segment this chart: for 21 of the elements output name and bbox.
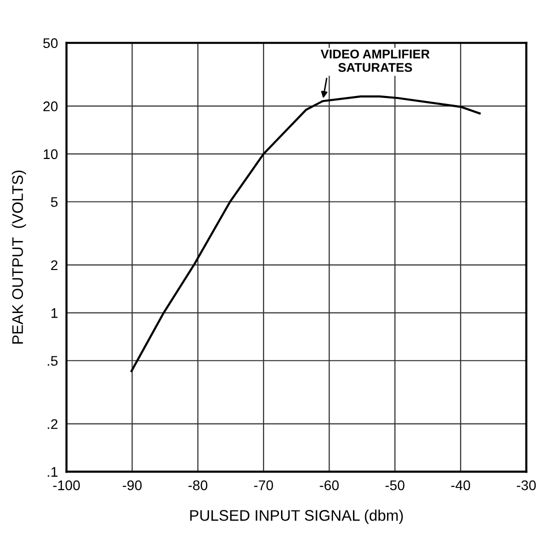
x-tick-label: -40 [451, 480, 470, 490]
y-tick-label: .5 [48, 356, 58, 366]
y-axis-title: PEAK OUTPUT (VOLTS) [12, 170, 26, 344]
y-tick-label: .2 [48, 419, 58, 429]
x-tick-label: -80 [188, 480, 208, 490]
x-tick-label: -70 [254, 480, 274, 490]
x-axis-title: PULSED INPUT SIGNAL (dbm) [190, 510, 403, 524]
line-series [130, 95, 481, 372]
y-tick-label: 20 [43, 101, 58, 112]
y-tick-label: 5 [50, 197, 58, 207]
x-tick-label: -30 [516, 480, 536, 490]
annotation: VIDEO AMPLIFIER SATURATES [320, 50, 430, 72]
x-tick-label: -50 [386, 480, 404, 490]
y-tick-label: .1 [48, 467, 58, 477]
y-tick-label: 10 [44, 149, 58, 160]
y-tick-label: 1 [51, 308, 58, 318]
y-tick-label: 2 [51, 260, 58, 270]
x-tick-label: -90 [122, 480, 142, 490]
x-tick-label: -60 [320, 480, 339, 490]
x-tick-label: -100 [53, 480, 80, 490]
y-tick-label: 50 [43, 38, 58, 48]
